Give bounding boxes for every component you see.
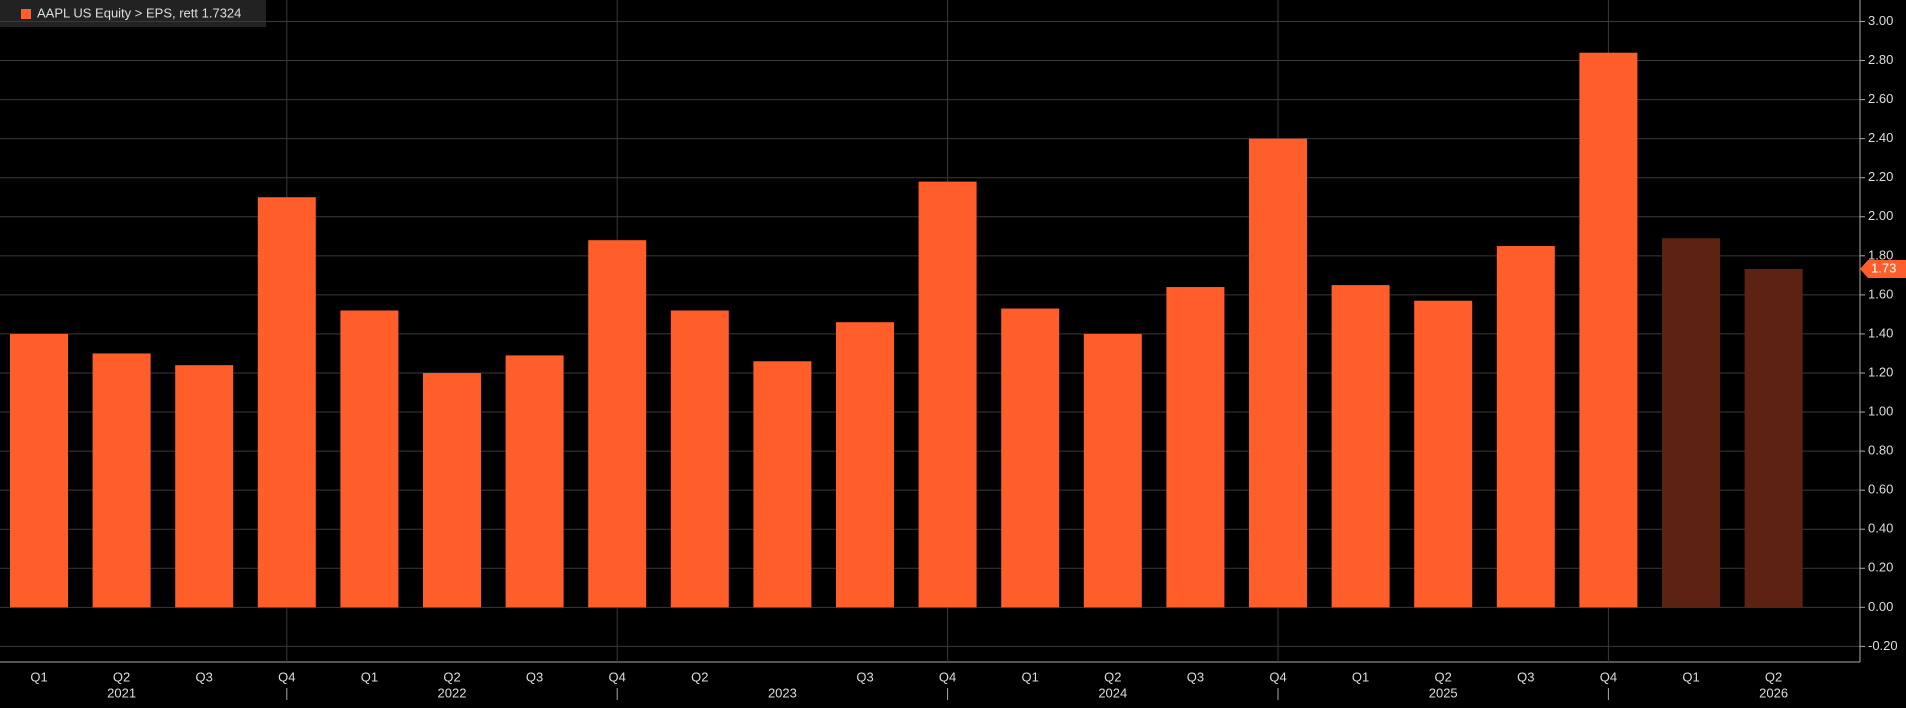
- x-tick-label: Q3: [1187, 669, 1204, 684]
- y-tick-label: 2.20: [1868, 169, 1893, 184]
- x-tick-label: Q2: [113, 669, 130, 684]
- year-label: 2021: [107, 685, 136, 700]
- y-tick-label: 1.40: [1868, 325, 1893, 340]
- bar: [1331, 285, 1390, 608]
- y-tick-label: 3.00: [1868, 13, 1893, 28]
- bar: [588, 240, 647, 608]
- x-tick-label: Q3: [196, 669, 213, 684]
- y-tick-label: 0.20: [1868, 560, 1893, 575]
- bar: [1166, 287, 1225, 608]
- x-tick-label: Q4: [1600, 669, 1617, 684]
- y-tick-label: 2.40: [1868, 130, 1893, 145]
- x-tick-label: Q4: [1269, 669, 1286, 684]
- x-tick-label: Q4: [939, 669, 956, 684]
- x-tick-label: Q4: [278, 669, 295, 684]
- bar: [836, 322, 894, 608]
- x-tick-label: Q2: [1435, 669, 1452, 684]
- legend-swatch: [21, 9, 31, 19]
- bar: [1662, 238, 1720, 608]
- x-tick-label: Q1: [1022, 669, 1039, 684]
- y-tick-label: 1.80: [1868, 247, 1893, 262]
- legend-label: AAPL US Equity > EPS, rett 1.7324: [37, 5, 241, 20]
- x-tick-label: Q4: [609, 669, 626, 684]
- x-tick-label: Q2: [691, 669, 708, 684]
- bar: [505, 355, 564, 608]
- bar: [670, 310, 729, 608]
- x-tick-label: Q1: [1682, 669, 1699, 684]
- bar: [92, 353, 151, 608]
- bar: [918, 181, 977, 608]
- x-tick-label: Q2: [1104, 669, 1121, 684]
- y-tick-label: 0.60: [1868, 482, 1893, 497]
- price-tag: [1860, 260, 1906, 279]
- bar: [1579, 52, 1638, 608]
- y-tick-label: 2.80: [1868, 52, 1893, 67]
- year-label: 2023: [768, 685, 797, 700]
- bar: [175, 365, 234, 608]
- y-tick-label: 2.00: [1868, 208, 1893, 223]
- bar: [753, 361, 812, 608]
- bar: [1744, 269, 1803, 608]
- y-tick-label: -0.20: [1868, 638, 1898, 653]
- x-tick-label: Q3: [526, 669, 543, 684]
- x-tick-label: Q3: [856, 669, 873, 684]
- legend-box: [0, 0, 266, 27]
- bar: [1001, 308, 1060, 608]
- y-tick-label: 0.80: [1868, 443, 1893, 458]
- x-tick-label: Q1: [1352, 669, 1369, 684]
- x-tick-label: Q1: [30, 669, 47, 684]
- year-label: 2026: [1759, 685, 1788, 700]
- y-tick-label: 1.20: [1868, 364, 1893, 379]
- bar: [1083, 333, 1142, 608]
- bar: [340, 310, 399, 608]
- bar: [423, 372, 481, 608]
- year-label: 2024: [1098, 685, 1127, 700]
- x-tick-label: Q1: [361, 669, 378, 684]
- year-label: 2025: [1429, 685, 1458, 700]
- y-tick-label: 0.40: [1868, 521, 1893, 536]
- y-tick-label: 0.00: [1868, 599, 1893, 614]
- bar: [10, 333, 68, 608]
- bar: [1496, 246, 1555, 608]
- x-tick-label: Q2: [1765, 669, 1782, 684]
- y-tick-label: 1.60: [1868, 286, 1893, 301]
- x-tick-label: Q2: [443, 669, 460, 684]
- y-tick-label: 2.60: [1868, 91, 1893, 106]
- bar: [1414, 300, 1473, 608]
- bar: [257, 197, 316, 608]
- x-tick-label: Q3: [1517, 669, 1534, 684]
- bar: [1249, 138, 1307, 608]
- y-tick-label: 1.00: [1868, 403, 1893, 418]
- year-label: 2022: [438, 685, 467, 700]
- value-label: 1.73: [1871, 260, 1896, 275]
